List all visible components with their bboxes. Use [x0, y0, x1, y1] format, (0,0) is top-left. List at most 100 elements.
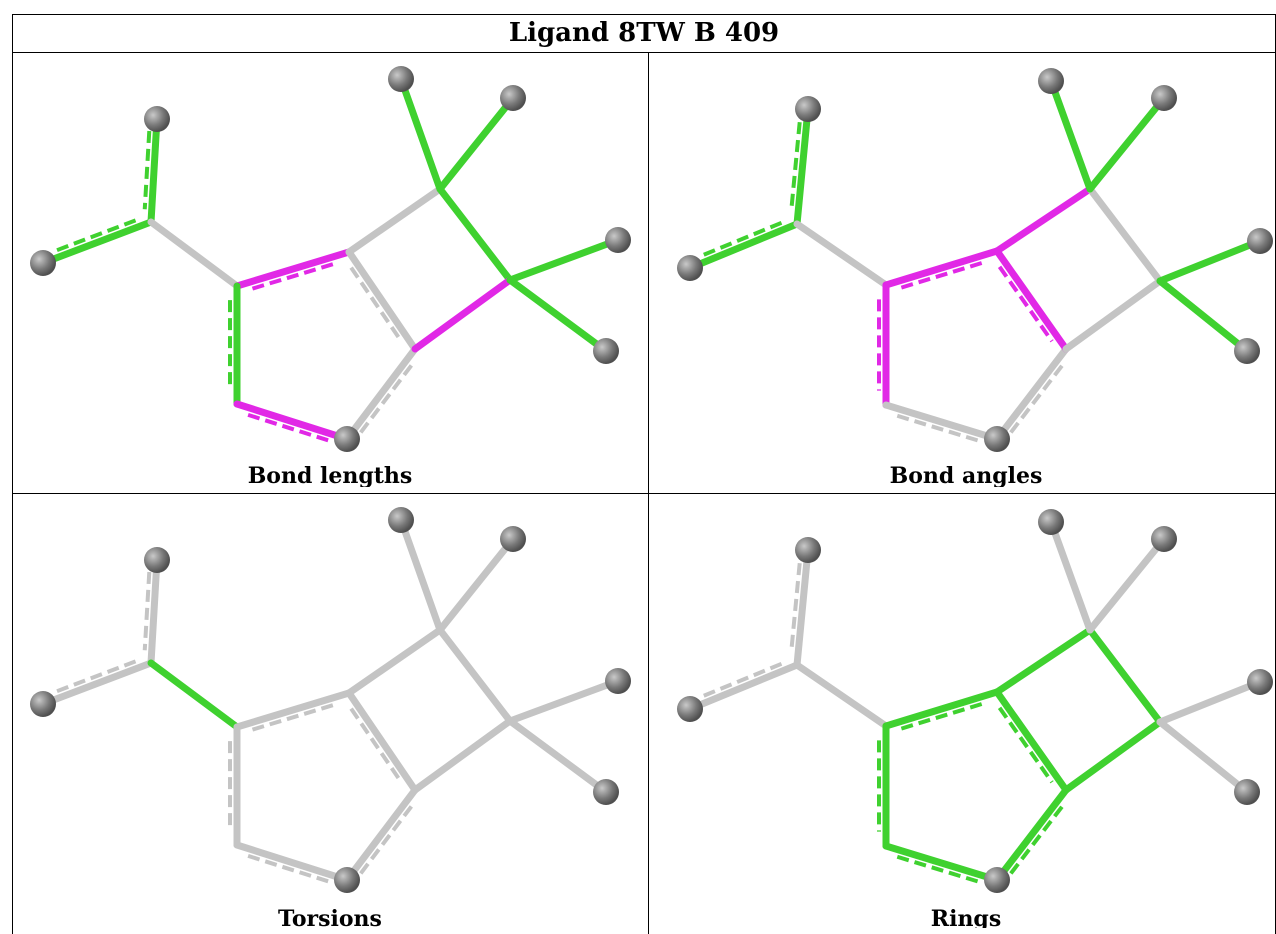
table-border-middle — [12, 493, 1276, 494]
atom-F12 — [500, 526, 526, 552]
caption-rings: Rings — [930, 906, 1002, 928]
bond-C6-F12 — [1086, 535, 1168, 634]
bond-C5-C6 — [345, 185, 444, 256]
atom-N1 — [144, 547, 170, 573]
atom-S10 — [334, 426, 360, 452]
bond-C5-C6 — [993, 626, 1094, 696]
bond-C7-F13 — [506, 236, 622, 284]
molecule-torsions — [30, 507, 631, 893]
bond-N1-C2 — [793, 105, 812, 228]
bond-C6-F11 — [397, 75, 444, 193]
bond-N9-S10 — [233, 400, 351, 443]
bond-C2-C4 — [793, 661, 890, 730]
bond-C7-C8 — [1062, 277, 1164, 353]
double-bond-C5-C8 — [997, 706, 1054, 784]
atom-F12 — [1151, 526, 1177, 552]
atom-F11 — [388, 507, 414, 533]
table-border-left — [12, 14, 13, 934]
table-border-top — [12, 14, 1276, 15]
molecule-rings — [677, 509, 1273, 893]
atom-F13 — [605, 227, 631, 253]
bond-C7-C8 — [411, 717, 514, 794]
double-bond-C5-C8 — [997, 265, 1054, 343]
table-border-header — [12, 52, 1276, 53]
atom-O3 — [677, 255, 703, 281]
bond-C2-O3 — [39, 659, 155, 708]
bond-C6-F11 — [1047, 77, 1094, 193]
bond-C5-C8 — [345, 689, 419, 794]
atom-S10 — [984, 426, 1010, 452]
bond-C7-F14 — [506, 717, 610, 796]
atom-O3 — [30, 691, 56, 717]
double-bond-N9-S10 — [247, 412, 333, 444]
bond-C7-C8 — [1062, 718, 1164, 794]
panel-rings: Rings — [649, 494, 1276, 928]
atom-F12 — [500, 85, 526, 111]
atom-F11 — [388, 66, 414, 92]
double-bond-N9-S10 — [896, 854, 983, 885]
bond-C7-F13 — [1156, 237, 1264, 285]
bond-C6-C7 — [1086, 626, 1164, 726]
bond-C6-F12 — [436, 535, 517, 634]
bond-C2-O3 — [686, 220, 801, 272]
bond-S10-C8 — [343, 786, 419, 884]
atom-F14 — [593, 338, 619, 364]
panel-bond-lengths: Bond lengths — [13, 53, 647, 487]
atom-F12 — [1151, 85, 1177, 111]
bond-S10-C8 — [993, 345, 1070, 443]
bond-C6-C7 — [436, 185, 514, 284]
double-bond-N1-C2 — [142, 130, 152, 210]
double-bond-C5-C8 — [349, 707, 403, 784]
bond-C5-C6 — [993, 185, 1094, 255]
bond-S10-C8 — [993, 786, 1070, 884]
double-bond-C2-O3 — [699, 220, 783, 259]
figure-title: Ligand 8TW B 409 — [508, 18, 780, 48]
bond-C5-C8 — [993, 688, 1070, 794]
bond-N9-S10 — [882, 842, 1001, 884]
double-bond-S10-C8 — [359, 362, 415, 434]
bond-C6-C7 — [436, 626, 514, 725]
bond-N1-C2 — [147, 115, 161, 226]
bond-N1-C2 — [793, 546, 812, 669]
bond-C6-F12 — [436, 94, 517, 193]
atom-N1 — [144, 106, 170, 132]
double-bond-N9-S10 — [247, 853, 333, 885]
atom-F13 — [605, 668, 631, 694]
double-bond-S10-C8 — [1009, 803, 1065, 875]
bond-C5-C8 — [993, 247, 1070, 353]
bond-C2-C4 — [147, 218, 241, 290]
bond-C6-F12 — [1086, 94, 1168, 193]
double-bond-C4-C5 — [900, 700, 987, 731]
bond-N9-S10 — [233, 841, 351, 884]
table-border-center — [648, 52, 649, 934]
bond-C2-O3 — [686, 661, 801, 713]
double-bond-C5-C8 — [349, 266, 403, 343]
bond-C7-F14 — [1156, 718, 1251, 796]
bond-C6-F11 — [1047, 518, 1094, 634]
double-bond-C4-C5 — [251, 701, 339, 732]
panel-torsions: Torsions — [13, 494, 647, 928]
bond-C7-F13 — [506, 677, 622, 725]
atom-F11 — [1038, 68, 1064, 94]
bond-C7-F14 — [506, 276, 610, 355]
atom-F13 — [1247, 228, 1273, 254]
double-bond-C2-O3 — [52, 218, 137, 254]
caption-bond-lengths: Bond lengths — [247, 463, 413, 487]
bond-C2-C4 — [147, 659, 241, 731]
atom-S10 — [984, 867, 1010, 893]
double-bond-N1-C2 — [789, 121, 802, 210]
double-bond-N1-C2 — [142, 571, 152, 651]
caption-bond-angles: Bond angles — [889, 463, 1043, 487]
figure-table: Ligand 8TW B 409 Bond lengths Bond angle… — [12, 14, 1276, 934]
double-bond-S10-C8 — [1009, 362, 1065, 434]
molecule-bond-angles — [677, 68, 1273, 452]
double-bond-C4-C5 — [900, 259, 987, 290]
atom-F14 — [593, 779, 619, 805]
atom-N1 — [795, 96, 821, 122]
double-bond-N1-C2 — [789, 562, 802, 651]
bond-N1-C2 — [147, 556, 161, 667]
bond-S10-C8 — [343, 345, 419, 443]
double-bond-C2-O3 — [699, 661, 783, 700]
atom-N1 — [795, 537, 821, 563]
bond-C6-F11 — [397, 516, 444, 634]
